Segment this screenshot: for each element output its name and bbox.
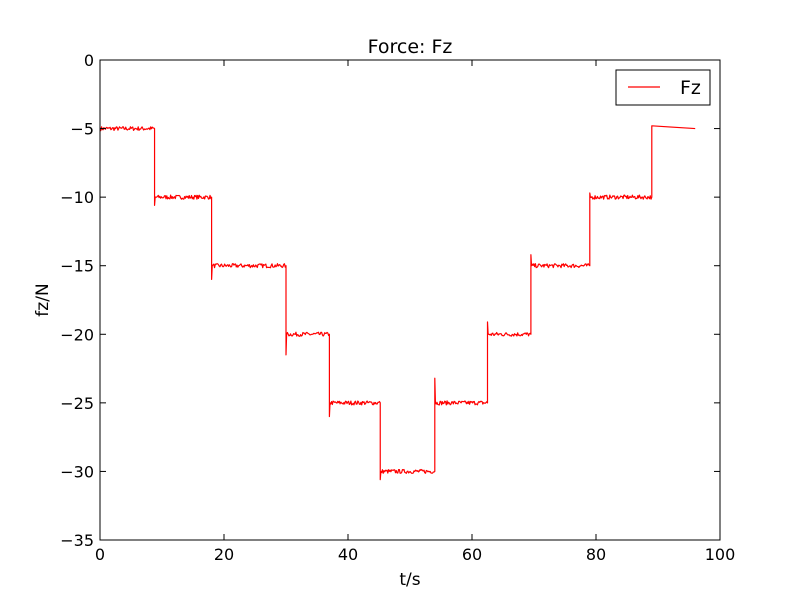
x-tick-label: 0	[95, 545, 105, 564]
y-tick-label: −25	[60, 394, 94, 413]
plot-frame	[99, 59, 721, 541]
x-tick-label: 20	[214, 545, 234, 564]
y-axis-label: fz/N	[33, 283, 53, 316]
y-tick-label: −20	[60, 325, 94, 344]
y-tick-label: −35	[60, 531, 94, 550]
legend-label-fz: Fz	[680, 77, 701, 99]
series-layer	[100, 125, 696, 481]
y-tick-label: −30	[60, 462, 94, 481]
x-tick-label: 80	[586, 545, 606, 564]
y-tick-label: −5	[70, 120, 94, 139]
legend: Fz	[615, 69, 711, 106]
x-tick-label: 100	[705, 545, 736, 564]
chart-title: Force: Fz	[368, 36, 453, 58]
y-tick-label: −10	[60, 188, 94, 207]
x-tick-label: 40	[338, 545, 358, 564]
series-line-fz	[100, 125, 696, 481]
y-tick-label: 0	[84, 51, 94, 70]
x-tick-label: 60	[462, 545, 482, 564]
x-axis-label: t/s	[399, 570, 420, 590]
y-tick-label: −15	[60, 257, 94, 276]
